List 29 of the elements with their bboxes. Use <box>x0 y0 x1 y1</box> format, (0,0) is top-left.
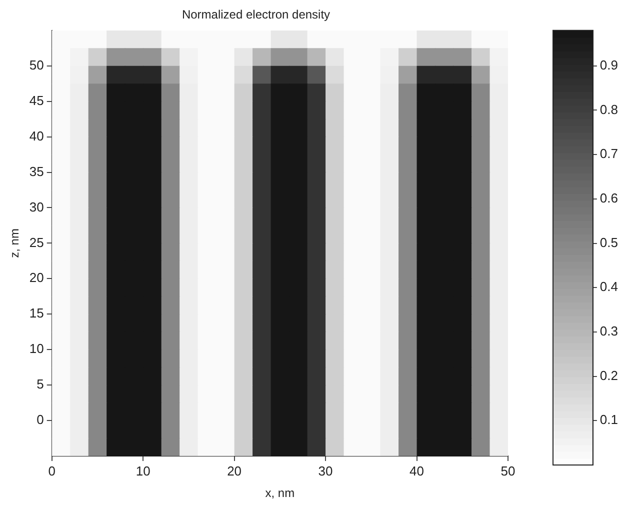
color-bar-label: 0.2 <box>600 368 618 383</box>
y-tick-label: 15 <box>29 306 44 321</box>
y-axis-title: z, nm <box>8 228 22 258</box>
color-bar-label: 0.5 <box>600 234 618 250</box>
color-bar-label: 0.7 <box>600 146 618 162</box>
color-bar-label: 0.6 <box>600 190 618 206</box>
y-tick-label: 30 <box>29 199 44 214</box>
color-bar-label: 0.4 <box>600 279 618 294</box>
y-tick-label: 0 <box>36 412 44 428</box>
x-tick-label: 30 <box>318 463 333 478</box>
y-tick-label: 35 <box>29 164 44 179</box>
x-tick-label: 10 <box>136 463 150 478</box>
y-tick-label: 25 <box>29 234 44 250</box>
x-axis-title: x, nm <box>265 486 295 500</box>
color-bar-label: 0.1 <box>600 412 618 428</box>
x-tick-label: 50 <box>500 463 516 478</box>
color-bar-label: 0.3 <box>600 324 618 339</box>
color-bar-label: 0.9 <box>600 57 618 72</box>
y-tick-label: 50 <box>29 57 44 72</box>
y-tick-label: 40 <box>29 128 44 144</box>
x-tick-label: 0 <box>48 463 56 478</box>
x-tick-label: 40 <box>410 463 424 478</box>
y-tick-label: 45 <box>29 92 44 108</box>
color-bar-label: 0.8 <box>600 102 618 117</box>
chart-title: Normalized electron density <box>182 8 330 22</box>
x-tick-label: 20 <box>227 463 242 478</box>
y-tick-label: 20 <box>29 270 44 286</box>
y-tick-label: 5 <box>36 376 44 392</box>
y-tick-label: 10 <box>29 341 44 356</box>
